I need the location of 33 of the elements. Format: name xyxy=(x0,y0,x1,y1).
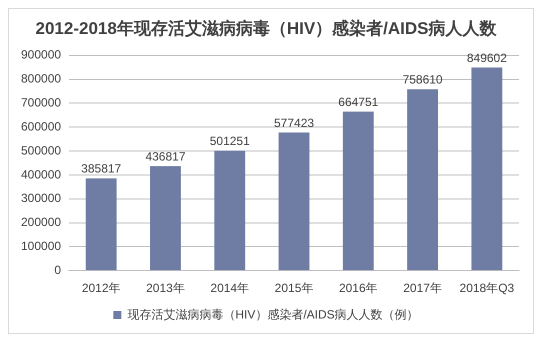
data-label: 501251 xyxy=(210,134,250,148)
chart-title: 2012-2018年现存活艾滋病病毒（HIV）感染者/AIDS病人人数 xyxy=(36,18,498,38)
bar xyxy=(278,132,310,270)
data-label: 758610 xyxy=(402,72,443,87)
bar xyxy=(407,89,438,270)
y-tick-label: 100000 xyxy=(20,239,62,253)
data-label: 577423 xyxy=(274,116,314,130)
x-tick-label: 2012年 xyxy=(82,281,121,296)
y-tick-label: 500000 xyxy=(20,143,62,158)
y-tick-label: 600000 xyxy=(20,119,62,134)
y-tick-label: 900000 xyxy=(20,48,62,62)
bar xyxy=(471,67,502,270)
y-tick-label: 700000 xyxy=(20,96,62,110)
y-tick-label: 200000 xyxy=(20,215,62,230)
x-tick-label: 2016年 xyxy=(338,281,378,296)
y-tick-label: 400000 xyxy=(20,167,62,182)
data-label: 849602 xyxy=(466,50,508,65)
y-tick-label: 0 xyxy=(54,262,62,277)
data-label: 664751 xyxy=(338,94,379,109)
bar xyxy=(214,150,246,270)
data-label: 385817 xyxy=(81,162,122,176)
x-tick-label: 2018年Q3 xyxy=(460,281,515,296)
x-tick-label: 2017年 xyxy=(403,281,442,296)
bar xyxy=(342,112,374,270)
y-tick-label: 800000 xyxy=(20,72,62,86)
x-tick-label: 2015年 xyxy=(274,281,314,296)
bar xyxy=(86,178,117,270)
x-tick-label: 2014年 xyxy=(210,281,250,296)
bar xyxy=(150,166,181,270)
data-label: 436817 xyxy=(145,149,186,164)
y-tick-label: 300000 xyxy=(20,191,62,206)
legend-label: 现存活艾滋病病毒（HIV）感染者/AIDS病人人数（例） xyxy=(127,307,419,322)
x-tick-label: 2013年 xyxy=(146,281,185,296)
